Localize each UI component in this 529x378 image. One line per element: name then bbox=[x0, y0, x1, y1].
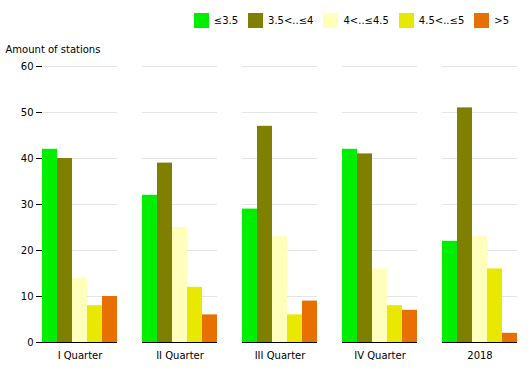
html-text:3.5<..≤4: 3.5<..≤4 bbox=[268, 15, 314, 26]
svg-text:50: 50 bbox=[21, 107, 34, 118]
svg-text:II Quarter: II Quarter bbox=[156, 350, 205, 361]
svg-text:2018: 2018 bbox=[467, 350, 492, 361]
html-text:4<..≤4.5: 4<..≤4.5 bbox=[343, 15, 389, 26]
svg-text:III Quarter: III Quarter bbox=[255, 350, 307, 361]
svg-text:20: 20 bbox=[21, 245, 34, 256]
html-text:≤3.5: ≤3.5 bbox=[213, 15, 239, 26]
svg-text:I Quarter: I Quarter bbox=[58, 350, 104, 361]
svg-text:30: 30 bbox=[21, 199, 34, 210]
svg-text:0: 0 bbox=[27, 337, 33, 348]
svg-text:Amount of stations: Amount of stations bbox=[6, 44, 101, 55]
svg-text:IV Quarter: IV Quarter bbox=[354, 350, 406, 361]
svg-text:40: 40 bbox=[21, 153, 34, 164]
html-text:>5: >5 bbox=[494, 15, 509, 26]
svg-text:60: 60 bbox=[21, 61, 34, 72]
svg-text:10: 10 bbox=[21, 291, 34, 302]
html-text:4.5<..≤5: 4.5<..≤5 bbox=[418, 15, 465, 26]
